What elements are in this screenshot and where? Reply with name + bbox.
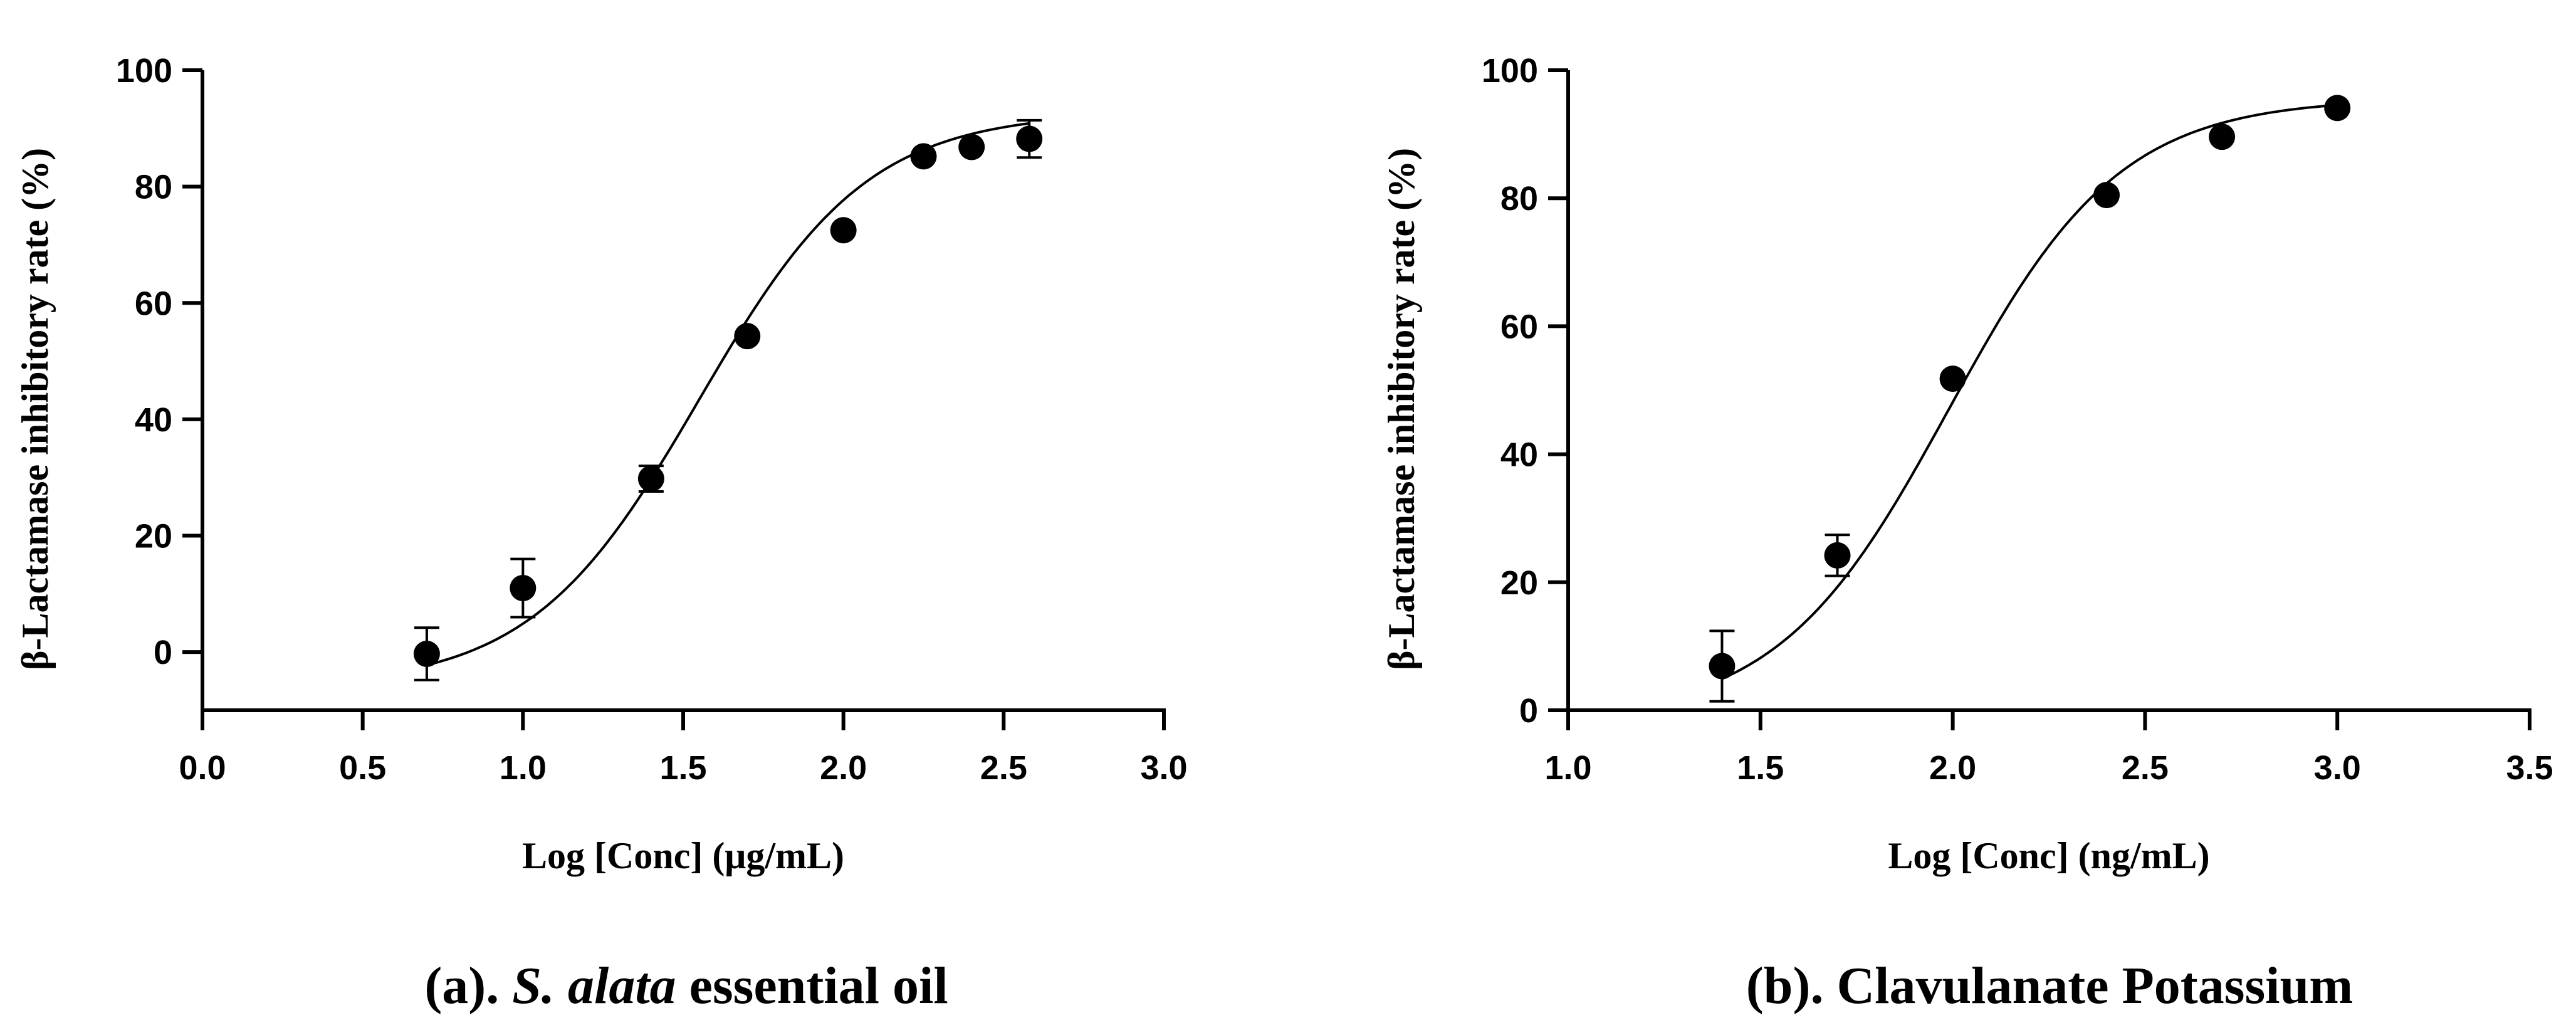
panel-a-caption-suffix: essential oil (676, 957, 948, 1015)
panel-b-data-point (2324, 95, 2351, 122)
panel-a-data-point (910, 143, 937, 170)
panel-b-data-point (1939, 365, 1966, 392)
panel-b-y-tick-label: 100 (1482, 52, 1538, 90)
panel-b-y-tick-label: 60 (1500, 308, 1538, 345)
panel-a-x-tick-label: 2.0 (820, 749, 867, 787)
panel-b-x-tick-label: 2.5 (2122, 749, 2169, 787)
panel-a-x-tick-label: 2.5 (980, 749, 1027, 787)
panel-a-x-tick-label: 0.0 (179, 749, 226, 787)
panel-b-y-axis-title: β-Lactamase inhibitory rate (%) (1381, 148, 1422, 670)
panel-b-y-tick-label: 40 (1500, 436, 1538, 474)
panel-a-caption-species: S. alata (512, 957, 676, 1015)
panel-a-data-point (734, 323, 761, 350)
panel-a-y-tick-label: 20 (135, 518, 172, 555)
panel-b-fit-curve (1721, 103, 2338, 680)
panel-b-y-tick-label: 0 (1519, 692, 1538, 730)
panel-b-data-point (1824, 542, 1851, 569)
panel-b-x-tick-label: 1.0 (1544, 749, 1591, 787)
panel-b-plot-area: 1.0 1.5 2.0 2.5 3.0 3.5 0 20 40 60 80 100 (1482, 52, 2553, 787)
panel-b-x-tick-label: 3.5 (2506, 749, 2553, 787)
panel-a-y-tick-label: 60 (135, 285, 172, 322)
panel-a: 0.0 0.5 1.0 1.5 2.0 2.5 3.0 0 20 40 60 80 100 Log [C… (14, 52, 1188, 1015)
panel-a-data-point (1016, 125, 1043, 152)
panel-b-y-tick-label: 80 (1500, 180, 1538, 218)
panel-a-y-tick-label: 80 (135, 169, 172, 206)
panel-a-plot-area: 0.0 0.5 1.0 1.5 2.0 2.5 3.0 0 20 40 60 80 100 (116, 52, 1188, 787)
panel-b-data-point (2209, 123, 2236, 150)
panel-b-caption-prefix: (b). (1746, 957, 1837, 1015)
panel-b-caption-suffix: Clavulanate Potassium (1836, 957, 2353, 1015)
panel-b-y-tick-label: 20 (1500, 564, 1538, 602)
panel-a-caption: (a). S. alata essential oil (424, 957, 948, 1015)
panel-a-x-tick-label: 1.0 (500, 749, 547, 787)
panel-b-data-point (2093, 182, 2120, 209)
panel-b-caption: (b). Clavulanate Potassium (1746, 957, 2353, 1015)
panel-a-data-point (830, 217, 857, 244)
panel-b-data-point (1709, 653, 1736, 680)
panel-a-caption-prefix: (a). (424, 957, 512, 1015)
panel-a-x-axis-title: Log [Conc] (μg/mL) (522, 835, 844, 876)
panel-a-x-tick-label: 1.5 (659, 749, 706, 787)
panel-b-x-axis-title: Log [Conc] (ng/mL) (1888, 835, 2209, 876)
panel-a-data-point (413, 640, 440, 667)
panel-b: 1.0 1.5 2.0 2.5 3.0 3.5 0 20 40 60 80 100 Log [Conc… (1381, 52, 2553, 1015)
panel-a-y-axis-title: β-Lactamase inhibitory rate (%) (14, 148, 56, 670)
panel-b-x-tick-label: 3.0 (2314, 749, 2361, 787)
panel-a-x-tick-label: 3.0 (1140, 749, 1187, 787)
panel-a-data-point (637, 465, 664, 492)
panel-a-y-tick-label: 40 (135, 401, 172, 439)
panel-a-y-tick-label: 100 (116, 52, 172, 90)
panel-a-data-point (958, 134, 985, 160)
panel-a-data-point (510, 575, 537, 602)
panel-a-x-tick-label: 0.5 (339, 749, 386, 787)
panel-b-x-tick-label: 2.0 (1929, 749, 1976, 787)
panel-a-y-tick-label: 0 (154, 634, 172, 671)
panel-b-x-tick-label: 1.5 (1737, 749, 1784, 787)
